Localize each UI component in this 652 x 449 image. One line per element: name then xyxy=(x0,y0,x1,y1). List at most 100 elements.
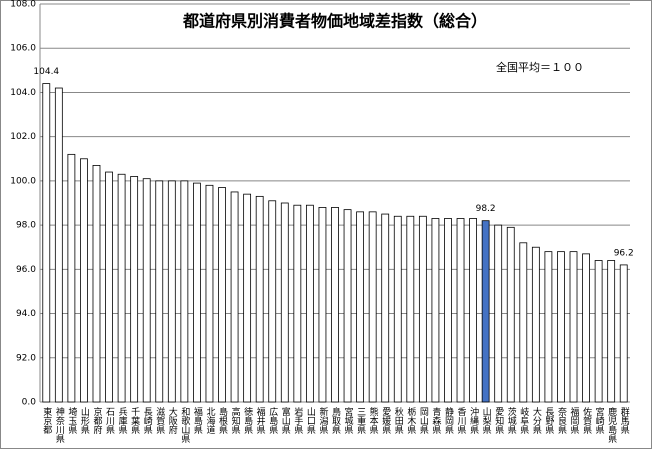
bar xyxy=(218,187,226,403)
bar xyxy=(80,158,88,403)
y-tick-label: 94.0 xyxy=(16,309,36,319)
bar xyxy=(381,213,390,403)
bar xyxy=(494,224,503,403)
x-tick-label: 宮城県 xyxy=(343,406,354,435)
x-tick-label: 滋賀県 xyxy=(154,406,165,435)
bar xyxy=(230,191,239,403)
value-label: 98.2 xyxy=(476,204,496,214)
x-tick-label: 大分県 xyxy=(531,406,542,435)
x-tick-label: 佐賀県 xyxy=(581,406,592,435)
x-tick-label: 青森県 xyxy=(430,406,441,435)
bar xyxy=(280,202,289,403)
x-tick-label: 福岡県 xyxy=(569,406,580,435)
bar xyxy=(92,165,101,403)
bar xyxy=(406,215,415,403)
bar xyxy=(117,173,126,403)
x-tick-label: 三重県 xyxy=(355,407,366,435)
bar xyxy=(469,218,477,403)
bar xyxy=(343,209,352,403)
bar xyxy=(180,180,189,403)
bar xyxy=(167,180,176,403)
y-tick-label: 102.0 xyxy=(10,132,36,142)
x-tick-label: 岩手県 xyxy=(292,406,303,435)
x-tick-label: 広島県 xyxy=(267,406,278,435)
bar xyxy=(243,193,252,403)
x-tick-label: 高知県 xyxy=(230,406,241,435)
x-tick-label: 鳥取県 xyxy=(330,406,341,435)
bar xyxy=(331,207,339,403)
x-tick-label: 福島県 xyxy=(192,406,203,435)
x-tick-label: 静岡県 xyxy=(443,406,454,435)
y-tick-label: 98.0 xyxy=(16,221,36,231)
x-tick-label: 山梨県 xyxy=(481,407,492,435)
y-tick-label: 100.0 xyxy=(10,176,36,186)
x-tick-label: 奈良県 xyxy=(556,406,567,435)
x-tick-label: 京都府 xyxy=(91,406,102,435)
bar xyxy=(105,171,113,403)
bar xyxy=(293,204,302,403)
x-tick-label: 北海道 xyxy=(204,407,215,435)
x-tick-label: 鹿児島県 xyxy=(606,406,617,444)
bar xyxy=(393,215,402,403)
x-tick-label: 富山県 xyxy=(280,406,291,435)
bar xyxy=(368,211,377,403)
chart-title: 都道府県別消費者物価地域差指数（総合） xyxy=(182,12,487,31)
bar xyxy=(582,253,590,403)
bar xyxy=(506,226,515,403)
x-tick-label: 千葉県 xyxy=(129,407,140,435)
x-tick-label: 愛媛県 xyxy=(380,406,391,435)
bar xyxy=(142,178,151,403)
x-tick-label: 秋田県 xyxy=(393,406,404,435)
y-tick-label: 106.0 xyxy=(10,44,36,54)
x-tick-label: 長野県 xyxy=(543,407,554,435)
y-tick-label: 108.0 xyxy=(10,0,36,10)
bar xyxy=(607,260,616,403)
x-tick-label: 宮崎県 xyxy=(594,406,605,435)
bar xyxy=(305,204,314,403)
bar xyxy=(42,83,51,403)
x-tick-label: 兵庫県 xyxy=(117,406,128,435)
x-tick-label: 徳島県 xyxy=(242,406,253,435)
x-tick-label: 沖縄県 xyxy=(468,406,479,435)
y-tick-label: 96.0 xyxy=(16,265,36,275)
x-tick-label: 石川県 xyxy=(104,407,115,435)
x-tick-label: 栃木県 xyxy=(405,406,416,435)
annotation: 全国平均＝１００ xyxy=(496,60,584,74)
bar xyxy=(155,180,164,403)
x-tick-label: 岡山県 xyxy=(418,407,429,435)
x-tick-label: 埼玉県 xyxy=(66,406,77,435)
x-tick-label: 和歌山県 xyxy=(179,407,190,444)
bar xyxy=(356,211,365,403)
value-label: 96.2 xyxy=(614,248,634,258)
bar xyxy=(557,251,565,403)
x-tick-label: 東京都 xyxy=(41,406,52,435)
bar xyxy=(519,242,528,403)
bar xyxy=(67,153,76,403)
bar xyxy=(531,246,540,403)
bar xyxy=(431,218,440,403)
x-tick-label: 群馬県 xyxy=(619,406,630,435)
bar xyxy=(544,251,553,403)
x-tick-label: 愛知県 xyxy=(493,406,504,435)
bar xyxy=(193,182,201,403)
x-tick-label: 神奈川県 xyxy=(54,406,65,444)
x-tick-label: 長崎県 xyxy=(142,407,153,435)
bar xyxy=(255,195,264,403)
bar xyxy=(444,218,452,403)
y-tick-label: 92.0 xyxy=(16,353,36,363)
bar xyxy=(456,218,465,403)
value-label: 104.4 xyxy=(33,67,59,77)
x-tick-label: 山口県 xyxy=(305,407,316,435)
x-tick-label: 大阪府 xyxy=(167,406,178,435)
bar xyxy=(418,215,427,403)
bar xyxy=(268,200,277,403)
bar xyxy=(54,87,63,403)
bar xyxy=(594,260,603,403)
x-tick-label: 山形県 xyxy=(79,407,90,435)
bar xyxy=(619,264,628,403)
x-tick-label: 島根県 xyxy=(217,406,228,435)
bar xyxy=(205,184,214,403)
bar xyxy=(569,251,578,403)
y-tick-label: 0.0 xyxy=(22,398,37,408)
